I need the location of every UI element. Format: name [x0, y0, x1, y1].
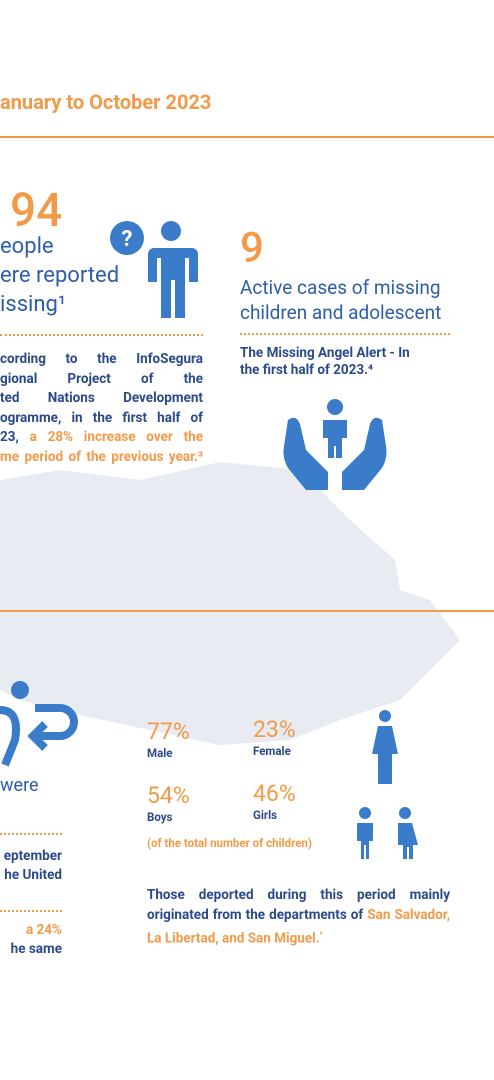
stat-value: 54%	[147, 782, 190, 809]
stats-note: (of the total number of children)	[147, 836, 312, 850]
highlight: a 28% increase over the	[29, 429, 203, 445]
label-line: issing¹	[0, 292, 66, 317]
para-line: a 24%	[25, 922, 62, 938]
return-icon	[0, 681, 78, 767]
footnote: ⁵	[319, 930, 323, 939]
para-line: he same	[10, 941, 62, 957]
divider	[0, 136, 494, 138]
stat-label: Active cases of missing children and ado…	[240, 276, 442, 324]
para-line: eptember	[3, 848, 62, 864]
paragraph: a 24% he same	[0, 921, 62, 959]
text: Those deported during this period mainly…	[147, 887, 450, 923]
paragraph: Those deported during this period mainly…	[147, 886, 450, 949]
hands-child-icon	[283, 399, 387, 490]
label-line: ere reported	[0, 263, 120, 288]
para-line: ogramme, in the first half of	[0, 409, 203, 426]
stat-number: 9	[240, 224, 264, 273]
stat-value: 77%	[147, 718, 190, 745]
stat-value: 46%	[253, 780, 296, 807]
para-line: cording to the InfoSegura	[0, 351, 203, 367]
stat-label: Boys	[147, 810, 173, 824]
svg-text:?: ?	[122, 227, 133, 252]
title: anuary to October 2023	[0, 90, 212, 114]
children-icons	[357, 807, 418, 859]
para-line: 23, a 28% increase over the	[0, 428, 203, 448]
stat-label: Girls	[253, 808, 278, 822]
stat-label: eople ere reported issing¹	[0, 232, 119, 319]
para-line: he United	[4, 867, 62, 883]
paragraph: cording to the InfoSegura gional Project…	[0, 350, 203, 467]
stat-label: Male	[147, 746, 173, 760]
stat-label: Female	[253, 744, 291, 758]
note: The Missing Angel Alert - In the first h…	[240, 345, 410, 378]
adult-icons	[372, 710, 398, 784]
divider	[0, 610, 494, 612]
para-line: me period of the previous year.³	[0, 448, 203, 465]
person-question-icon: ?	[110, 221, 198, 318]
fragment: were	[0, 775, 39, 796]
dotted-rule	[0, 334, 203, 336]
text: 23,	[0, 429, 30, 445]
map-shape	[0, 462, 460, 745]
para-line: gional Project of the	[0, 370, 203, 387]
label-line: eople	[0, 234, 54, 259]
paragraph: eptember he United	[0, 847, 62, 885]
dotted-rule	[0, 910, 62, 912]
stat-number: 94	[10, 184, 63, 238]
highlight: San Salvador, La Libertad, and San Migue…	[147, 906, 451, 947]
dotted-rule	[0, 833, 62, 835]
para-line: ted Nations Development	[0, 390, 203, 406]
stat-value: 23%	[253, 716, 296, 743]
dotted-rule	[240, 333, 450, 335]
